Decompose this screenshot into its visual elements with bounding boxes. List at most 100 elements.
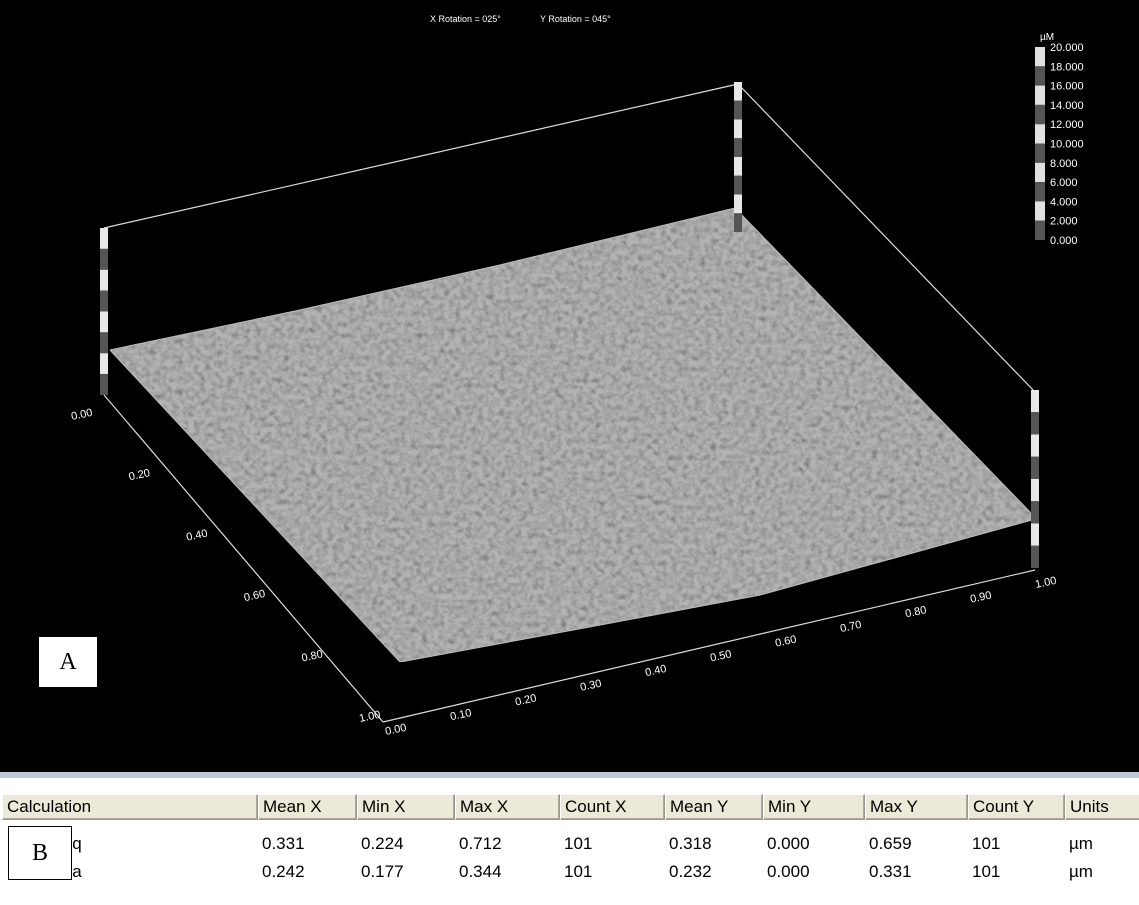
height-post	[734, 175, 742, 195]
table-cell: 0.712	[459, 834, 502, 853]
axis-label: 1.00	[1034, 575, 1057, 591]
scale-bar	[1035, 85, 1045, 105]
scale-bar	[1035, 220, 1045, 240]
panel-label: B	[8, 826, 72, 880]
scale-bar	[1035, 182, 1045, 202]
scale-bar	[1035, 143, 1045, 163]
axis-label: 0.20	[128, 467, 151, 483]
column-header: Count X	[560, 794, 665, 820]
height-post	[100, 228, 108, 249]
axis-label: 0.00	[70, 407, 93, 423]
scale-label: 20.000	[1050, 42, 1084, 54]
axis-label: 0.00	[384, 722, 407, 738]
height-post	[100, 290, 108, 312]
axis-label: 0.90	[969, 589, 992, 605]
height-post	[100, 269, 108, 291]
axis-label: 0.60	[243, 588, 266, 604]
scale-label: 6.000	[1050, 177, 1078, 189]
scale-label: 4.000	[1050, 196, 1078, 208]
table-cell: 0.224	[361, 834, 404, 853]
scale-unit: µM	[1040, 32, 1054, 43]
scale-label: 16.000	[1050, 81, 1084, 93]
height-post	[734, 82, 742, 101]
scale-bar	[1035, 66, 1045, 86]
axis-label: 0.10	[449, 707, 472, 723]
scale-bar	[1035, 124, 1045, 144]
table-cell: 101	[564, 834, 593, 853]
table-cell: 0.242	[262, 862, 305, 881]
table-cell: 0.331	[869, 862, 912, 881]
table-cell: 101	[972, 862, 1001, 881]
scale-bar	[1035, 162, 1045, 183]
height-post	[100, 332, 108, 354]
axis-label: 1.00	[358, 709, 381, 725]
table-cell: 101	[972, 834, 1001, 853]
axis-label: 0.60	[774, 634, 797, 650]
column-header: Max Y	[865, 794, 968, 820]
splitter	[0, 772, 1139, 778]
column-header: Min X	[357, 794, 455, 820]
surface-viewer: X Rotation = 025° Y Rotation = 045° µM20.0…	[0, 0, 1139, 778]
axis-label: 0.80	[301, 648, 324, 664]
height-post	[100, 311, 108, 333]
table-cell: 0.344	[459, 862, 502, 881]
column-header: Min Y	[763, 794, 865, 820]
scale-label: 2.000	[1050, 216, 1078, 228]
height-post	[1031, 456, 1039, 479]
table-cell: µm	[1069, 834, 1093, 853]
column-header: Max X	[455, 794, 560, 820]
column-header: Mean Y	[665, 794, 763, 820]
table-cell: µm	[1069, 862, 1093, 881]
table-cell: 101	[564, 862, 593, 881]
results-table: Calculation Mean X Min X Max X Count X Mean Y…	[0, 786, 1139, 905]
scale-bar	[1035, 47, 1045, 67]
column-header: Count Y	[968, 794, 1065, 820]
frame	[103, 83, 1036, 723]
column-header: Units	[1065, 794, 1139, 820]
height-post	[1031, 479, 1039, 502]
scale-label: 8.000	[1050, 158, 1078, 170]
table-cell: 0.177	[361, 862, 404, 881]
scale-label: 14.000	[1050, 100, 1084, 112]
rotation-text: Y Rotation = 045°	[540, 14, 611, 24]
axis-label: 0.50	[709, 648, 732, 664]
scale-bar	[1035, 104, 1045, 125]
height-post	[734, 157, 742, 176]
height-post	[1031, 523, 1039, 546]
height-post	[1031, 412, 1039, 435]
axis-label: 0.20	[514, 692, 537, 708]
height-post	[1031, 545, 1039, 568]
column-header: Mean X	[258, 794, 357, 820]
axis-label: 0.30	[579, 678, 602, 694]
table-cell: 0.318	[669, 834, 712, 853]
rotation-text: X Rotation = 025°	[430, 14, 501, 24]
height-post	[1031, 501, 1039, 524]
scale-label: 0.000	[1050, 235, 1078, 247]
height-post	[100, 248, 108, 270]
axis-label: 0.70	[839, 619, 862, 635]
scale-label: 18.000	[1050, 61, 1084, 73]
table-cell: 0.659	[869, 834, 912, 853]
table-cell: 0.232	[669, 862, 712, 881]
height-post	[1031, 390, 1039, 413]
height-post	[734, 100, 742, 120]
height-post	[734, 194, 742, 214]
scale-label: 10.000	[1050, 139, 1084, 151]
height-post	[734, 119, 742, 139]
table-cell: 0.000	[767, 834, 810, 853]
height-post	[100, 374, 108, 395]
scale-bar	[1035, 201, 1045, 221]
height-post	[100, 353, 108, 375]
scale-label: 12.000	[1050, 119, 1084, 131]
height-post	[734, 213, 742, 232]
table-cell: 0.331	[262, 834, 305, 853]
axis-label: 0.40	[185, 528, 208, 544]
height-post	[734, 138, 742, 157]
column-header: Calculation	[2, 794, 258, 820]
table-cell: 0.000	[767, 862, 810, 881]
axis-label: 0.40	[644, 663, 667, 679]
height-post	[1031, 434, 1039, 457]
axis-label: 0.80	[904, 604, 927, 620]
panel-label: A	[38, 636, 98, 688]
